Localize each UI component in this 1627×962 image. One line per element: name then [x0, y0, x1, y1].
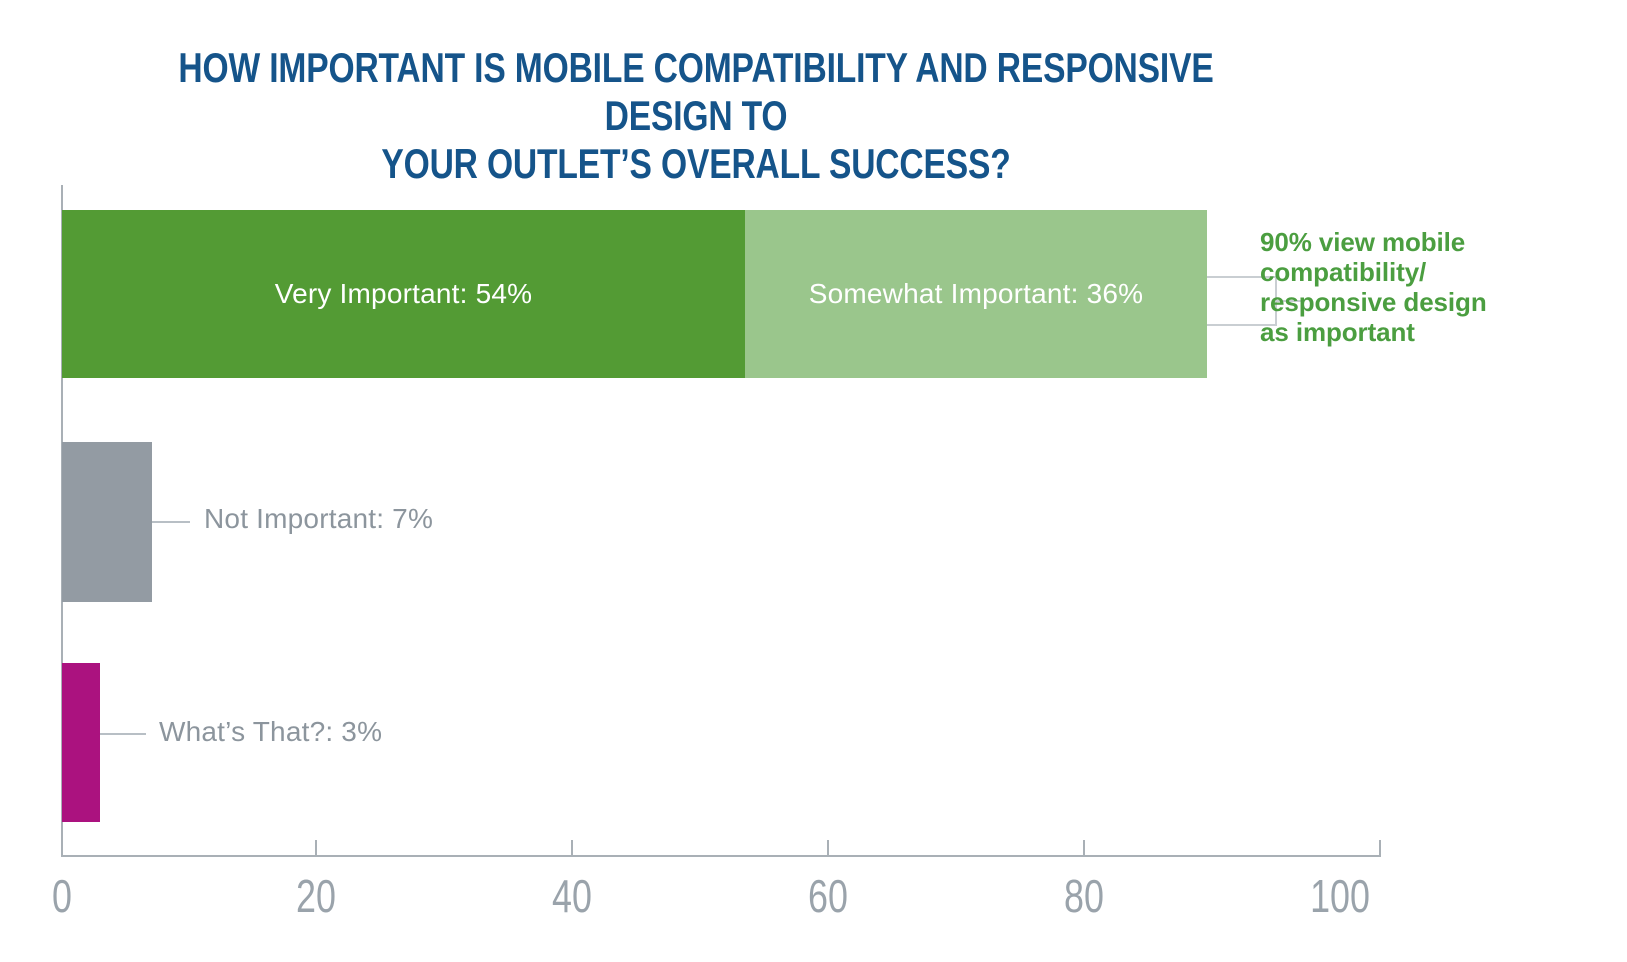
callout-stem	[1277, 300, 1303, 302]
bar-segment-very-important	[62, 210, 745, 378]
leader-line-not-important	[152, 521, 190, 523]
bar-whats-that	[62, 663, 100, 822]
bar-not-important	[62, 442, 152, 602]
bar-label-whats-that: What’s That?: 3%	[159, 716, 383, 747]
callout-bracket	[1207, 276, 1277, 326]
x-tick-40	[571, 840, 573, 856]
bar-label-somewhat-important: Somewhat Important: 36%	[808, 278, 1144, 309]
x-axis-line	[61, 855, 1381, 857]
x-tick-label-80: 80	[1064, 870, 1104, 922]
x-tick-80	[1083, 840, 1085, 856]
x-tick-60	[827, 840, 829, 856]
bar-label-very-important: Very Important: 54%	[274, 278, 533, 309]
x-tick-label-100: 100	[1310, 870, 1370, 922]
x-tick-20	[315, 840, 317, 856]
bar-label-not-important: Not Important: 7%	[204, 503, 434, 534]
x-tick-label-40: 40	[552, 870, 592, 922]
x-tick-label-20: 20	[296, 870, 336, 922]
plot-area: 0 20 40 60 80 100 Very Important: 54% So…	[52, 185, 1487, 919]
x-tick-100	[1379, 840, 1381, 856]
leader-line-whats-that	[100, 733, 146, 735]
callout-annotation: 90% view mobile compatibility/ responsiv…	[1260, 227, 1487, 347]
x-tick-label-60: 60	[808, 870, 848, 922]
bar-important: Very Important: 54% Somewhat Important: …	[62, 210, 1207, 378]
x-tick-0	[61, 840, 63, 856]
x-tick-label-0: 0	[52, 870, 72, 922]
bar-segment-somewhat-important	[745, 210, 1207, 378]
chart-title: HOW IMPORTANT IS MOBILE COMPATIBILITY AN…	[178, 44, 1214, 187]
